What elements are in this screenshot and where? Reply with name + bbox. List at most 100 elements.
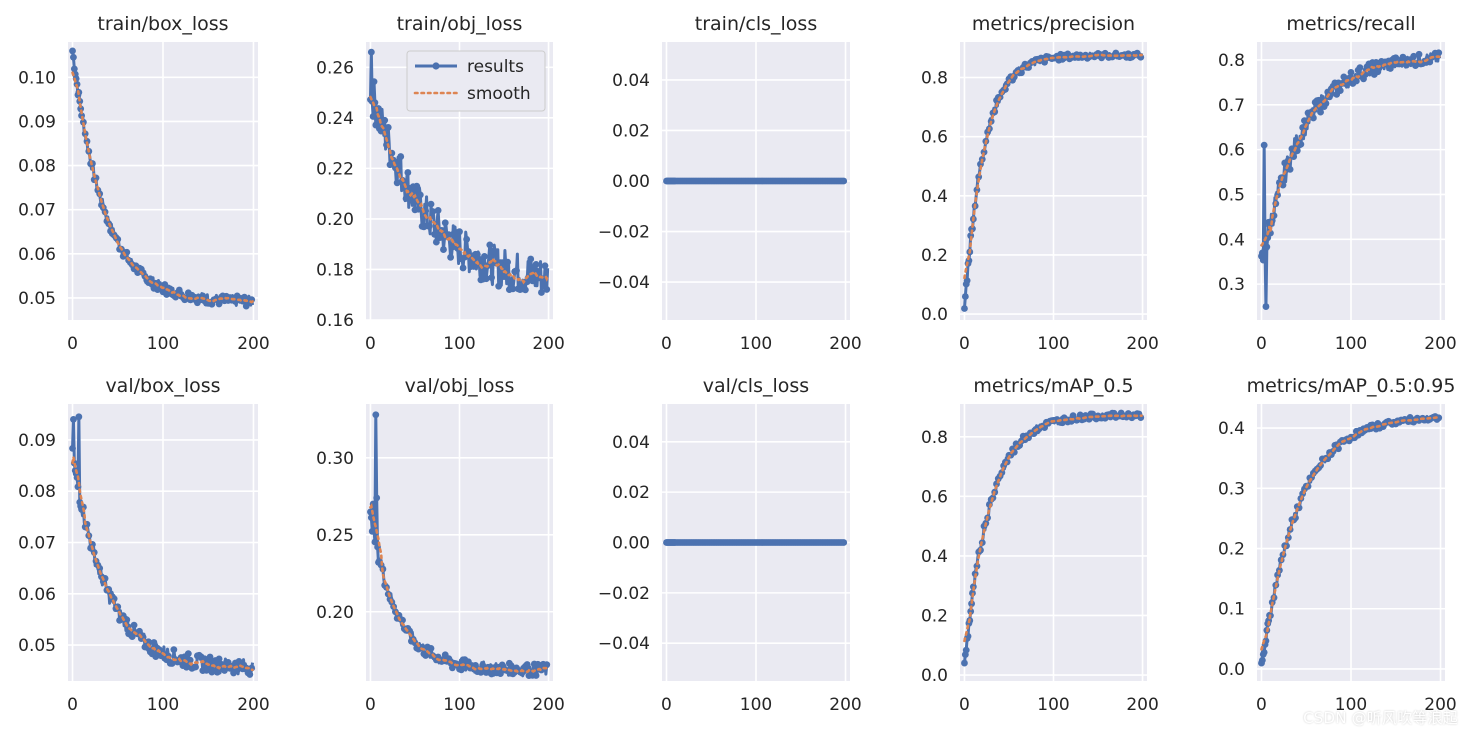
y-tick-label: 0.04 (612, 433, 650, 453)
results-point (241, 293, 248, 301)
results-point (1386, 65, 1394, 72)
x-tick-label: 100 (740, 334, 772, 354)
x-tick-label: 100 (1037, 695, 1069, 715)
y-tick-label: −0.02 (598, 223, 650, 243)
results-point (523, 661, 531, 668)
y-tick-label: 0.16 (316, 311, 354, 331)
results-point (1260, 141, 1268, 149)
x-tick-label: 200 (1126, 695, 1158, 715)
results-point (413, 182, 421, 190)
results-point (163, 291, 171, 298)
results-point (543, 286, 551, 293)
results-point (215, 300, 223, 308)
results-point (397, 153, 405, 160)
results-point (384, 124, 392, 131)
panel-title: val/cls_loss (703, 375, 809, 397)
results-point (203, 666, 210, 674)
results-point (1018, 69, 1025, 77)
results-point (1041, 58, 1048, 66)
panel-metrics-map-0-5-0-95: 0 100 200 0.0 0.1 0.2 0.3 0.4 metrics/mAP_0.5:0.… (1218, 375, 1457, 715)
y-tick-label: 0.8 (921, 428, 948, 448)
x-tick-label: 0 (661, 695, 672, 715)
results-point (441, 219, 449, 227)
results-point (146, 275, 154, 283)
x-tick-label: 100 (443, 334, 475, 354)
x-tick-label: 200 (1424, 695, 1456, 715)
panel-metrics-recall: 0 100 200 0.3 0.4 0.5 0.6 0.7 0.8 metrics/recall (1218, 13, 1457, 354)
results-point (521, 286, 529, 294)
results-point (1286, 166, 1294, 173)
results-point (488, 274, 495, 282)
y-tick-label: 0.7 (1218, 96, 1245, 116)
x-tick-label: 100 (147, 695, 179, 715)
panel-train-box-loss: 0 100 200 0.05 0.06 0.07 0.08 0.09 0.10 train/box… (18, 13, 270, 354)
results-point (961, 293, 969, 300)
y-tick-label: 0.08 (18, 482, 56, 502)
panel-val-cls-loss: 0 100 200 −0.04 −0.02 0.00 0.02 0.04 val/cls_los… (598, 375, 862, 715)
y-tick-label: 0.20 (316, 603, 354, 623)
smooth-line (71, 456, 254, 672)
results-point (1403, 61, 1410, 69)
results-markers (663, 539, 848, 546)
y-tick-label: 0.25 (316, 526, 354, 546)
smooth-line (71, 71, 254, 304)
results-point (381, 116, 389, 124)
x-tick-label: 0 (67, 334, 78, 354)
results-point (962, 646, 970, 654)
results-point (183, 663, 190, 671)
panel-metrics-map-0-5: 0 100 200 0.0 0.2 0.4 0.6 0.8 metrics/mAP_0.5 (921, 375, 1159, 715)
x-tick-label: 200 (829, 695, 861, 715)
y-tick-label: 0.2 (921, 606, 948, 626)
y-tick-label: −0.02 (598, 584, 650, 604)
results-point (1352, 77, 1360, 85)
y-tick-label: −0.04 (598, 273, 650, 293)
watermark-text: CSDN @听风吹等浪起 (1303, 709, 1458, 727)
y-tick-label: 0.2 (1218, 540, 1245, 560)
results-point (477, 276, 485, 284)
x-tick-label: 200 (237, 334, 269, 354)
panel-title: metrics/mAP_0.5 (973, 375, 1133, 397)
results-point (463, 235, 471, 243)
y-tick-label: 0.06 (18, 245, 56, 265)
panel-title: val/obj_loss (405, 375, 515, 397)
results-point (1336, 87, 1344, 95)
results-point (479, 258, 487, 266)
y-tick-label: 0.24 (316, 109, 354, 129)
results-point (504, 258, 511, 266)
results-point (538, 289, 545, 296)
results-point (1299, 124, 1307, 131)
y-tick-label: 0.2 (921, 246, 948, 266)
results-point (1374, 68, 1382, 76)
y-tick-label: 0.4 (921, 187, 948, 207)
results-point (1392, 54, 1400, 62)
x-tick-label: 100 (1335, 334, 1367, 354)
y-tick-label: 0.18 (316, 260, 354, 280)
x-tick-label: 100 (443, 695, 475, 715)
results-point (1347, 69, 1355, 76)
y-tick-label: 0.07 (18, 534, 56, 554)
smooth-line (369, 95, 549, 285)
results-point (509, 285, 517, 293)
results-point (429, 208, 437, 215)
results-point (477, 668, 485, 676)
results-point (436, 234, 444, 242)
y-tick-label: 0.08 (18, 157, 56, 177)
results-point (215, 655, 223, 663)
results-markers (367, 48, 551, 296)
results-point (75, 413, 83, 421)
y-tick-label: 0.07 (18, 201, 56, 221)
results-point (69, 444, 76, 452)
results-point (404, 169, 412, 176)
results-point (372, 411, 380, 419)
results-point (431, 230, 438, 238)
results-point (445, 231, 453, 239)
y-tick-label: 0.4 (1218, 230, 1245, 250)
panel-title: train/cls_loss (695, 13, 817, 35)
panel-title: metrics/mAP_0.5:0.95 (1247, 375, 1456, 397)
results-point (184, 650, 192, 658)
results-point (967, 608, 975, 615)
results-point (246, 671, 254, 678)
results-point (422, 652, 430, 659)
results-point (457, 666, 465, 674)
results-point (70, 53, 77, 61)
